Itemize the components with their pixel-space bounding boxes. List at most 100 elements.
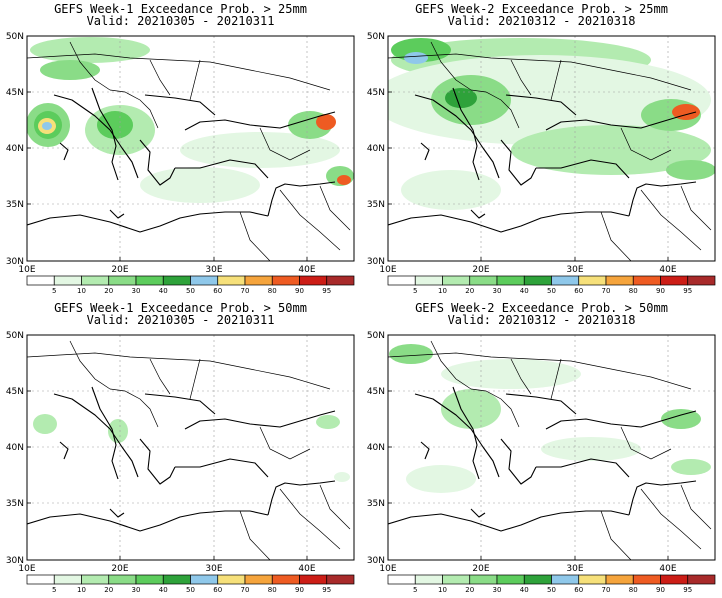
colorbar-tick-label: 40	[159, 287, 168, 295]
lon-label-40e: 40E	[659, 564, 676, 574]
probability-map: 50N 45N 40N 35N 30N 10E 20E 30E 40E 5 10 2…	[6, 32, 355, 295]
lat-label-50n: 50N	[6, 331, 24, 341]
lat-label-30n: 30N	[367, 556, 385, 566]
lat-label-40n: 40N	[367, 144, 385, 154]
colorbar-tick-label: 60	[574, 586, 583, 594]
colorbar-tick-label: 5	[413, 586, 417, 594]
lat-label-45n: 45N	[367, 387, 385, 397]
colorbar-swatch	[326, 574, 355, 585]
lat-label-45n: 45N	[367, 88, 385, 98]
panel-title: GEFS Week-2 Exceedance Prob. > 25mm	[415, 2, 668, 16]
colorbar-swatch	[162, 275, 191, 286]
colorbar-swatch	[523, 275, 552, 286]
colorbar-tick-label: 80	[268, 287, 277, 295]
colorbar-tick-label: 40	[159, 586, 168, 594]
colorbar-swatch	[414, 275, 443, 286]
panel-valid-dates: Valid: 20210305 - 20210311	[86, 313, 275, 327]
probability-map: 50N 45N 40N 35N 30N 10E 20E 30E 40E 5 10 2…	[367, 331, 716, 594]
colorbar-tick-label: 80	[268, 586, 277, 594]
colorbar-tick-label: 95	[683, 287, 692, 295]
lon-label-10e: 10E	[379, 265, 396, 275]
lat-label-30n: 30N	[6, 257, 24, 267]
lon-label-40e: 40E	[298, 265, 315, 275]
lat-label-40n: 40N	[367, 443, 385, 453]
colorbar-swatch	[53, 574, 82, 585]
colorbar-swatch	[244, 574, 273, 585]
colorbar-swatch	[496, 574, 525, 585]
lon-label-10e: 10E	[379, 564, 396, 574]
colorbar-tick-label: 50	[547, 586, 556, 594]
colorbar-swatch	[326, 275, 355, 286]
lat-label-45n: 45N	[6, 88, 24, 98]
colorbar-swatch	[414, 574, 443, 585]
colorbar-swatch	[190, 574, 219, 585]
colorbar-swatch	[299, 275, 328, 286]
colorbar-swatch	[687, 574, 716, 585]
colorbar-tick-label: 95	[683, 586, 692, 594]
colorbar-tick-label: 60	[213, 586, 222, 594]
map-panel-week1-50mm: GEFS Week-1 Exceedance Prob. > 50mm Vali…	[0, 299, 361, 598]
colorbar-tick-label: 30	[493, 287, 502, 295]
colorbar-tick-label: 50	[186, 287, 195, 295]
colorbar-swatch	[26, 574, 55, 585]
colorbar-swatch	[578, 275, 607, 286]
lon-label-10e: 10E	[18, 265, 35, 275]
colorbar-tick-label: 80	[629, 586, 638, 594]
probability-map: 50N 45N 40N 35N 30N 10E 20E 30E 40E 5 10 2…	[367, 32, 716, 295]
lat-label-50n: 50N	[367, 32, 385, 42]
colorbar-swatch	[387, 574, 416, 585]
map-panel-week2-25mm: GEFS Week-2 Exceedance Prob. > 25mm Vali…	[361, 0, 722, 299]
colorbar-swatch	[578, 574, 607, 585]
lat-label-40n: 40N	[6, 144, 24, 154]
colorbar-tick-label: 5	[413, 287, 417, 295]
colorbar-tick-label: 60	[574, 287, 583, 295]
lat-label-35n: 35N	[6, 200, 24, 210]
colorbar-swatch	[632, 275, 661, 286]
colorbar-tick-label: 40	[520, 586, 529, 594]
colorbar-swatch	[271, 275, 300, 286]
panel-title: GEFS Week-2 Exceedance Prob. > 50mm	[415, 301, 668, 315]
map-panel-week2-50mm: GEFS Week-2 Exceedance Prob. > 50mm Vali…	[361, 299, 722, 598]
lat-label-45n: 45N	[6, 387, 24, 397]
colorbar-swatch	[496, 275, 525, 286]
colorbar-tick-label: 90	[656, 287, 665, 295]
panel-title: GEFS Week-1 Exceedance Prob. > 50mm	[54, 301, 307, 315]
colorbar-tick-label: 95	[322, 586, 331, 594]
colorbar-swatch	[53, 275, 82, 286]
colorbar-tick-label: 10	[77, 586, 86, 594]
colorbar: 5 10 20 30 40 50 60 70 80 90 95	[26, 574, 355, 594]
lat-label-50n: 50N	[367, 331, 385, 341]
colorbar-swatch	[162, 574, 191, 585]
colorbar-tick-label: 70	[602, 586, 611, 594]
colorbar-swatch	[660, 275, 689, 286]
colorbar-swatch	[605, 574, 634, 585]
colorbar-swatch	[81, 574, 110, 585]
colorbar-tick-label: 30	[493, 586, 502, 594]
colorbar-swatch	[687, 275, 716, 286]
colorbar-tick-label: 60	[213, 287, 222, 295]
lon-label-30e: 30E	[566, 265, 583, 275]
colorbar-swatch	[442, 275, 471, 286]
colorbar-swatch	[299, 574, 328, 585]
panel-title: GEFS Week-1 Exceedance Prob. > 25mm	[54, 2, 307, 16]
colorbar-swatch	[551, 574, 580, 585]
colorbar-tick-label: 10	[438, 287, 447, 295]
lon-label-40e: 40E	[659, 265, 676, 275]
panel-valid-dates: Valid: 20210305 - 20210311	[86, 14, 275, 28]
colorbar-swatch	[523, 574, 552, 585]
map-panel-week1-25mm: GEFS Week-1 Exceedance Prob. > 25mm Vali…	[0, 0, 361, 299]
colorbar-tick-label: 10	[77, 287, 86, 295]
panel-valid-dates: Valid: 20210312 - 20210318	[447, 14, 636, 28]
lon-label-10e: 10E	[18, 564, 35, 574]
colorbar-tick-label: 20	[104, 586, 113, 594]
colorbar-swatch	[26, 275, 55, 286]
lon-label-30e: 30E	[566, 564, 583, 574]
colorbar-swatch	[387, 275, 416, 286]
colorbar-tick-label: 20	[465, 287, 474, 295]
lon-label-20e: 20E	[111, 564, 128, 574]
lat-label-35n: 35N	[367, 200, 385, 210]
colorbar-swatch	[108, 275, 137, 286]
colorbar-swatch	[551, 275, 580, 286]
colorbar-tick-label: 10	[438, 586, 447, 594]
lon-label-20e: 20E	[111, 265, 128, 275]
